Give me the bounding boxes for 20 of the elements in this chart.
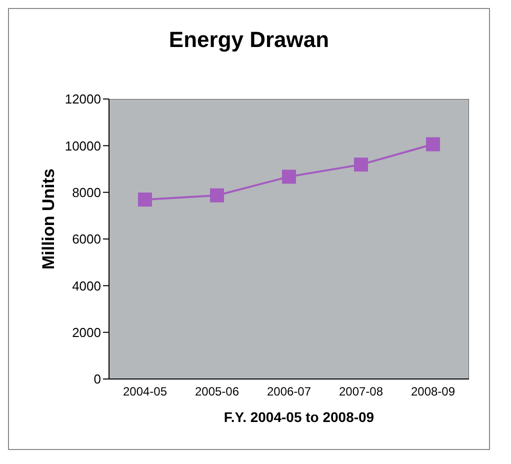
y-axis-title: Million Units [39,167,59,272]
y-tick-label: 6000 [72,232,101,247]
point [282,170,296,184]
x-axis-title: F.Y. 2004-05 to 2008-09 [222,409,376,425]
x-tick-label: 2005-06 [194,384,240,399]
x-tick-label: 2007-08 [338,384,384,399]
point [354,158,368,172]
y-tick-label: 4000 [72,278,101,294]
chart-title: Energy Drawan [168,27,330,53]
point [426,137,440,152]
y-tick-label: 12000 [64,92,101,107]
y-tick-label: 2000 [72,324,101,340]
x-tick-label: 2008-09 [410,384,456,399]
y-tick-label: 0 [94,372,101,387]
x-tick-label: 2004-05 [122,384,168,399]
y-tick-label: 10000 [64,138,101,154]
point [210,188,224,202]
y-tick-label: 8000 [72,184,101,200]
x-tick-label: 2006-07 [266,384,312,399]
point [138,192,152,207]
